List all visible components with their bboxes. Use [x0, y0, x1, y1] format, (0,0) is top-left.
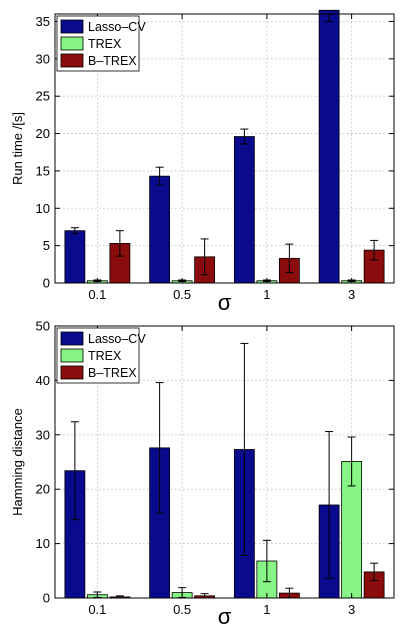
- y-tick-label: 50: [36, 319, 50, 334]
- chart-panel-2: 0 10 20 30 40 50 0.1 0.5 1 3 σ Hamming distance Lass…: [10, 319, 395, 627]
- legend: Lasso–CV TREX B–TREX: [56, 327, 146, 384]
- chart-panel-1: 0 5 10 15 20 25 30 35 0.1 0.5 1 3 σ Run time /[s] Lass…: [10, 9, 395, 315]
- x-tick-label: 0.1: [88, 287, 106, 302]
- x-tick-label: 3: [348, 602, 355, 617]
- legend-swatch: [60, 331, 84, 346]
- y-tick-label: 10: [36, 536, 50, 551]
- x-tick-label: 0.5: [173, 287, 191, 302]
- x-tick-label: 0.1: [88, 602, 106, 617]
- x-tick-label: 1: [263, 602, 270, 617]
- y-tick-label: 25: [36, 89, 50, 104]
- x-axis-label: σ: [218, 604, 232, 627]
- y-tick-label: 20: [36, 126, 50, 141]
- y-tick-label: 0: [43, 276, 50, 291]
- legend-entry: TREX: [88, 37, 122, 51]
- legend-entry: Lasso–CV: [88, 332, 146, 346]
- y-tick-label: 0: [43, 591, 50, 606]
- y-tick-label: 30: [36, 427, 50, 442]
- x-tick-label: 1: [263, 287, 270, 302]
- y-axis-label: Hamming distance: [10, 408, 25, 516]
- legend: Lasso–CV TREX B–TREX: [56, 15, 146, 72]
- y-tick-label: 40: [36, 373, 50, 388]
- y-axis-label: Run time /[s]: [10, 112, 25, 185]
- bar: [233, 136, 255, 284]
- legend-entry: B–TREX: [88, 54, 137, 68]
- legend-swatch: [60, 19, 84, 34]
- plot-frame: [54, 13, 395, 284]
- y-tick-label: 35: [36, 14, 50, 29]
- bar: [318, 9, 340, 284]
- plot-frame: [54, 325, 395, 599]
- legend-swatch: [60, 36, 84, 51]
- x-tick-label: 3: [348, 287, 355, 302]
- legend-entry: Lasso–CV: [88, 20, 146, 34]
- y-tick-label: 20: [36, 482, 50, 497]
- x-axis-label: σ: [218, 290, 232, 315]
- y-tick-label: 30: [36, 51, 50, 66]
- x-tick-label: 0.5: [173, 602, 191, 617]
- legend-swatch: [60, 365, 84, 380]
- y-tick-label: 15: [36, 163, 50, 178]
- bar: [149, 175, 171, 284]
- y-tick-label: 5: [43, 238, 50, 253]
- legend-entry: B–TREX: [88, 366, 137, 380]
- legend-swatch: [60, 348, 84, 363]
- legend-entry: TREX: [88, 349, 122, 363]
- legend-swatch: [60, 53, 84, 68]
- y-tick-label: 10: [36, 201, 50, 216]
- bar: [64, 230, 86, 284]
